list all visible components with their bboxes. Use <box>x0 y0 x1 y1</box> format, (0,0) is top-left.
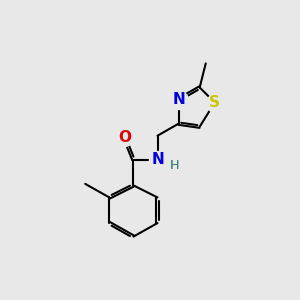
Text: H: H <box>169 159 179 172</box>
Text: N: N <box>151 152 164 167</box>
Text: N: N <box>172 92 185 107</box>
Text: O: O <box>118 130 131 145</box>
Text: H: H <box>169 159 179 172</box>
Text: S: S <box>209 95 220 110</box>
